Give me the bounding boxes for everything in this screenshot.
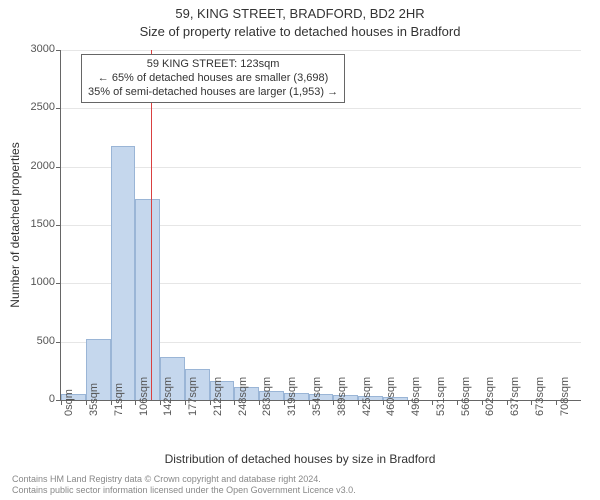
annotation-box: 59 KING STREET: 123sqm← 65% of detached … [81,54,345,103]
page-subtitle: Size of property relative to detached ho… [0,24,600,39]
x-tick-mark [358,400,359,405]
y-tick-label: 500 [5,335,55,347]
y-tick-label: 3000 [5,43,55,55]
y-tick-label: 2500 [5,101,55,113]
credits-line-2: Contains public sector information licen… [12,485,356,496]
y-tick-mark [56,167,61,168]
x-tick-mark [210,400,211,405]
credits-line-1: Contains HM Land Registry data © Crown c… [12,474,356,485]
y-tick-mark [56,50,61,51]
plot-area: 59 KING STREET: 123sqm← 65% of detached … [60,50,581,401]
grid-line [61,167,581,168]
grid-line [61,108,581,109]
grid-line [61,50,581,51]
annotation-line: 59 KING STREET: 123sqm [88,58,338,72]
y-tick-mark [56,108,61,109]
annotation-line: 35% of semi-detached houses are larger (… [88,86,338,100]
x-tick-mark [507,400,508,405]
y-tick-label: 1500 [5,218,55,230]
chart-container: 59, KING STREET, BRADFORD, BD2 2HR Size … [0,0,600,500]
x-tick-mark [61,400,62,405]
x-tick-mark [86,400,87,405]
x-tick-mark [160,400,161,405]
x-tick-mark [333,400,334,405]
x-tick-mark [531,400,532,405]
y-tick-label: 2000 [5,160,55,172]
credits: Contains HM Land Registry data © Crown c… [12,474,356,496]
x-tick-mark [556,400,557,405]
x-tick-mark [259,400,260,405]
y-tick-label: 0 [5,393,55,405]
x-tick-mark [457,400,458,405]
x-tick-mark [234,400,235,405]
x-tick-mark [111,400,112,405]
page-title: 59, KING STREET, BRADFORD, BD2 2HR [0,6,600,21]
x-axis-label: Distribution of detached houses by size … [0,452,600,466]
x-tick-mark [309,400,310,405]
y-tick-mark [56,342,61,343]
x-tick-mark [284,400,285,405]
histogram-bar [135,199,160,400]
x-tick-mark [432,400,433,405]
y-tick-mark [56,283,61,284]
y-tick-label: 1000 [5,276,55,288]
x-tick-mark [383,400,384,405]
x-tick-mark [185,400,186,405]
histogram-bar [111,146,136,400]
x-tick-mark [135,400,136,405]
x-tick-mark [482,400,483,405]
y-tick-mark [56,225,61,226]
annotation-line: ← 65% of detached houses are smaller (3,… [88,72,338,86]
x-tick-mark [408,400,409,405]
